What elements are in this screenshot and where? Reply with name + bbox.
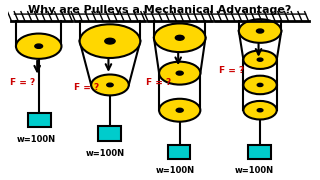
Circle shape bbox=[176, 71, 183, 75]
Circle shape bbox=[175, 35, 184, 40]
Circle shape bbox=[107, 83, 113, 87]
Circle shape bbox=[91, 75, 129, 95]
Text: w=100N: w=100N bbox=[17, 135, 56, 144]
Circle shape bbox=[35, 44, 43, 48]
Text: w=100N: w=100N bbox=[156, 166, 195, 175]
Circle shape bbox=[257, 83, 263, 87]
Circle shape bbox=[256, 29, 264, 33]
Circle shape bbox=[176, 108, 183, 112]
Circle shape bbox=[159, 62, 200, 85]
Circle shape bbox=[16, 33, 61, 59]
Text: Why are Pulleys a Mechanical Advantage?: Why are Pulleys a Mechanical Advantage? bbox=[28, 5, 292, 15]
Bar bbox=[168, 145, 190, 159]
Bar bbox=[248, 145, 271, 159]
Circle shape bbox=[257, 58, 263, 61]
Text: F = ?: F = ? bbox=[219, 66, 244, 75]
Text: w=100N: w=100N bbox=[86, 149, 125, 158]
Circle shape bbox=[154, 23, 205, 52]
Circle shape bbox=[105, 38, 115, 44]
Bar bbox=[98, 126, 121, 141]
Text: F = ?: F = ? bbox=[74, 83, 99, 92]
Circle shape bbox=[159, 99, 200, 122]
Bar bbox=[28, 113, 51, 127]
Circle shape bbox=[244, 50, 277, 69]
Text: F = ?: F = ? bbox=[10, 78, 35, 87]
Circle shape bbox=[80, 24, 140, 58]
Circle shape bbox=[244, 101, 277, 120]
Text: F = ?: F = ? bbox=[146, 78, 172, 87]
Circle shape bbox=[257, 109, 263, 112]
Circle shape bbox=[244, 76, 277, 94]
Circle shape bbox=[239, 19, 281, 43]
Text: w=100N: w=100N bbox=[235, 166, 274, 175]
